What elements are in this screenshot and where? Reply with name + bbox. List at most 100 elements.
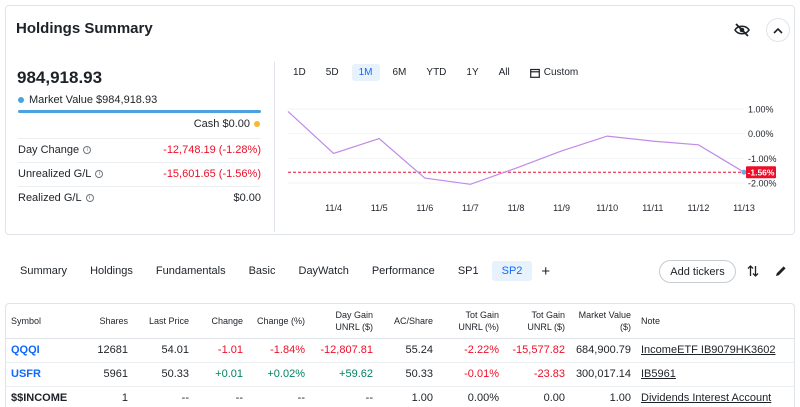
add-tickers-button[interactable]: Add tickers xyxy=(659,260,736,283)
symbol-link[interactable]: QQQI xyxy=(11,344,40,356)
cell-change: -- xyxy=(194,386,248,407)
note-link[interactable]: Dividends Interest Account xyxy=(641,392,772,404)
cell-change-pct: +0.02% xyxy=(248,362,310,387)
cell-tot-gain-usd: -23.83 xyxy=(504,362,570,387)
col-shares[interactable]: Shares xyxy=(76,304,133,339)
col-symbol[interactable]: Symbol xyxy=(6,304,76,339)
cell-last-price: 54.01 xyxy=(133,338,194,363)
sort-button[interactable] xyxy=(744,262,762,280)
cell-day-gain: +59.62 xyxy=(310,362,378,387)
col-market-value[interactable]: Market Value ($) xyxy=(570,304,636,339)
y-tick-label: -2.00% xyxy=(748,179,777,189)
pencil-icon xyxy=(776,266,786,276)
cell-tot-gain-pct: -2.22% xyxy=(438,338,504,363)
symbol-link[interactable]: USFR xyxy=(11,368,41,380)
holdings-summary-card: Holdings Summary 984,918.93 Market Value… xyxy=(5,5,795,235)
tab-basic[interactable]: Basic xyxy=(248,265,276,277)
cash-label: Cash $0.00 xyxy=(193,118,250,130)
cell-shares: 12681 xyxy=(76,338,133,363)
x-tick-label: 11/11 xyxy=(642,203,663,213)
chevron-up-icon xyxy=(773,27,783,34)
cell-shares: 1 xyxy=(76,386,133,407)
tab-daywatch[interactable]: DayWatch xyxy=(298,265,349,277)
x-tick-label: 11/10 xyxy=(596,203,618,213)
cell-change: +0.01 xyxy=(194,362,248,387)
add-view-button[interactable]: + xyxy=(541,262,551,280)
stat-value: -15,601.65 (-1.56%) xyxy=(163,167,261,180)
cell-tot-gain-usd: 0.00 xyxy=(504,386,570,407)
y-tick-label: 0.00% xyxy=(748,129,774,139)
y-tick-label: 1.00% xyxy=(748,104,774,114)
table-header-row: Symbol Shares Last Price Change Change (… xyxy=(6,304,794,339)
stat-row-realized-gl: Realized G/L i $0.00 xyxy=(18,186,261,208)
tab-fundamentals[interactable]: Fundamentals xyxy=(155,265,226,277)
stat-label: Realized G/L xyxy=(18,191,82,204)
range-5d[interactable]: 5D xyxy=(325,67,339,78)
collapse-button[interactable] xyxy=(766,18,790,42)
market-value-total: 984,918.93 xyxy=(17,68,103,87)
tab-holdings[interactable]: Holdings xyxy=(90,265,133,277)
range-ytd[interactable]: YTD xyxy=(426,67,447,78)
col-tot-gain-pct[interactable]: Tot Gain UNRL (%) xyxy=(438,304,504,339)
stat-label: Day Change xyxy=(18,143,80,156)
tab-sp2[interactable]: SP2 xyxy=(491,261,533,281)
holdings-table: Symbol Shares Last Price Change Change (… xyxy=(5,303,795,407)
range-custom[interactable]: Custom xyxy=(523,64,585,81)
panel-divider xyxy=(274,62,275,232)
col-change-pct[interactable]: Change (%) xyxy=(248,304,310,339)
cell-day-gain: -- xyxy=(310,386,378,407)
market-value-label: Market Value $984,918.93 xyxy=(29,94,158,106)
range-1y[interactable]: 1Y xyxy=(466,67,479,78)
col-ac-share[interactable]: AC/Share xyxy=(378,304,438,339)
card-title: Holdings Summary xyxy=(16,20,153,37)
note-link[interactable]: IncomeETF IB9079HK3602 xyxy=(641,344,776,356)
col-note[interactable]: Note xyxy=(636,304,794,339)
cell-shares: 5961 xyxy=(76,362,133,387)
view-tabs: Summary Holdings Fundamentals Basic DayW… xyxy=(10,260,556,282)
edit-button[interactable] xyxy=(772,262,790,280)
range-1m[interactable]: 1M xyxy=(351,64,380,81)
range-all[interactable]: All xyxy=(498,67,510,78)
cell-ac-share: 55.24 xyxy=(378,338,438,363)
cell-tot-gain-pct: -0.01% xyxy=(438,362,504,387)
x-tick-label: 11/13 xyxy=(733,203,755,213)
cash-legend: Cash $0.00 xyxy=(194,118,260,130)
info-icon[interactable]: i xyxy=(83,145,92,154)
table-row[interactable]: $$INCOME 1 -- -- -- -- 1.00 0.00% 0.00 1.00 Divide… xyxy=(6,386,794,407)
tab-sp1[interactable]: SP1 xyxy=(457,265,479,277)
info-icon[interactable]: i xyxy=(85,193,94,202)
y-tick-label: -1.00% xyxy=(748,154,777,164)
performance-chart: 1.00% 0.00% -1.00% -2.00%-1.56% 11/4 11/5 11/6… xyxy=(287,104,777,213)
x-tick-label: 11/9 xyxy=(553,203,570,213)
cell-change: -1.01 xyxy=(194,338,248,363)
cell-market-value: 1.00 xyxy=(570,386,636,407)
range-6m[interactable]: 6M xyxy=(392,67,407,78)
note-link[interactable]: IB5961 xyxy=(641,368,676,380)
tab-summary[interactable]: Summary xyxy=(20,265,68,277)
cell-tot-gain-usd: -15,577.82 xyxy=(504,338,570,363)
stat-value: -12,748.19 (-1.28%) xyxy=(163,143,261,156)
last-point-marker xyxy=(741,169,747,175)
table-row[interactable]: QQQI 12681 54.01 -1.01 -1.84% -12,807.81 55.24… xyxy=(6,338,794,363)
table-row[interactable]: USFR 5961 50.33 +0.01 +0.02% +59.62 50.33 -0.01… xyxy=(6,362,794,387)
info-icon[interactable]: i xyxy=(95,169,104,178)
range-1d[interactable]: 1D xyxy=(293,67,306,78)
x-tick-label: 11/5 xyxy=(371,203,388,213)
range-selector: 1D 5D 1M 6M YTD 1Y All Custom xyxy=(286,64,591,81)
sort-arrows-icon xyxy=(747,265,759,277)
hide-values-button[interactable] xyxy=(730,18,754,42)
x-tick-label: 11/7 xyxy=(462,203,479,213)
cell-last-price: -- xyxy=(133,386,194,407)
cell-last-price: 50.33 xyxy=(133,362,194,387)
col-day-gain[interactable]: Day Gain UNRL ($) xyxy=(310,304,378,339)
col-last-price[interactable]: Last Price xyxy=(133,304,194,339)
col-tot-gain-usd[interactable]: Tot Gain UNRL ($) xyxy=(504,304,570,339)
eye-off-icon xyxy=(734,23,750,37)
cell-market-value: 684,900.79 xyxy=(570,338,636,363)
cell-tot-gain-pct: 0.00% xyxy=(438,386,504,407)
reference-badge-label: -1.56% xyxy=(748,168,775,178)
stat-row-day-change: Day Change i -12,748.19 (-1.28%) xyxy=(18,138,261,160)
col-change[interactable]: Change xyxy=(194,304,248,339)
stat-row-unrealized-gl: Unrealized G/L i -15,601.65 (-1.56%) xyxy=(18,162,261,184)
tab-performance[interactable]: Performance xyxy=(371,265,435,277)
